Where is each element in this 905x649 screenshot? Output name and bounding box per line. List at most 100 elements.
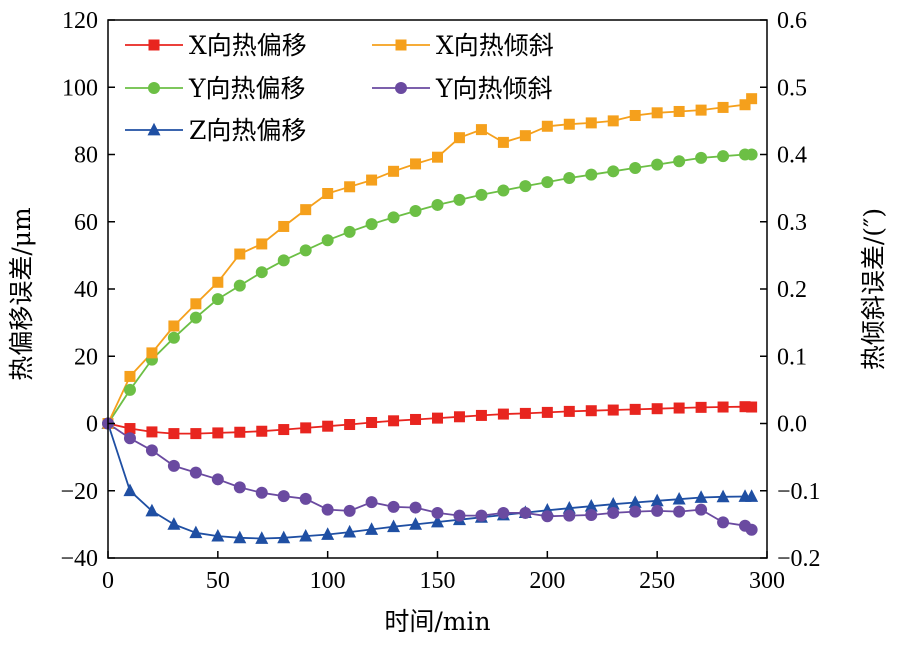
data-point xyxy=(650,493,664,507)
data-point xyxy=(343,225,356,238)
plot-markers xyxy=(101,93,759,544)
data-point xyxy=(409,501,422,514)
data-point xyxy=(256,238,268,250)
data-point xyxy=(168,428,180,440)
legend-marker xyxy=(395,82,407,94)
data-point xyxy=(212,427,224,439)
data-point xyxy=(211,473,224,486)
data-point xyxy=(410,413,422,425)
data-point xyxy=(541,406,553,418)
data-point xyxy=(299,244,312,257)
left-y-axis-title: 热偏移误差/μm xyxy=(7,207,36,381)
right-y-tick-label: 0.4 xyxy=(777,143,807,169)
series-line-1 xyxy=(107,153,752,424)
data-point xyxy=(717,150,730,163)
data-point xyxy=(366,174,378,186)
right-y-tick-label: 0.6 xyxy=(777,8,807,34)
data-point xyxy=(255,266,268,279)
data-point xyxy=(673,402,685,414)
data-point xyxy=(277,490,290,503)
x-tick-label: 150 xyxy=(420,568,456,594)
data-point xyxy=(519,180,532,193)
data-point xyxy=(716,489,730,503)
legend-item: Z向热偏移 xyxy=(125,116,306,145)
data-point xyxy=(695,104,707,116)
data-point xyxy=(745,489,759,502)
data-point xyxy=(387,500,400,513)
x-axis-title: 时间/min xyxy=(384,607,490,636)
data-point xyxy=(124,370,136,382)
data-point xyxy=(189,466,202,479)
data-point xyxy=(497,136,509,148)
series-line-3 xyxy=(107,98,753,424)
data-point xyxy=(606,497,620,510)
data-point xyxy=(585,405,597,417)
data-point xyxy=(212,276,224,288)
data-point xyxy=(409,204,422,217)
data-point xyxy=(321,503,334,516)
x-tick-label: 200 xyxy=(529,568,565,594)
data-point xyxy=(607,404,619,416)
data-point xyxy=(497,184,510,197)
data-point xyxy=(607,165,620,178)
data-point xyxy=(453,411,465,423)
data-point xyxy=(585,508,598,521)
data-point xyxy=(672,491,686,505)
data-point xyxy=(651,403,663,415)
data-point xyxy=(278,424,290,436)
data-point xyxy=(410,158,422,170)
data-point xyxy=(651,107,663,119)
data-point xyxy=(167,517,181,530)
right-y-tick-label: −0.2 xyxy=(777,546,821,572)
data-point xyxy=(563,405,575,417)
data-point xyxy=(745,148,758,161)
data-point xyxy=(541,120,553,132)
data-point xyxy=(746,401,758,413)
right-y-tick-label: 0.3 xyxy=(777,210,807,236)
x-tick-label: 0 xyxy=(102,568,114,594)
data-point xyxy=(146,426,158,438)
data-point xyxy=(431,506,444,519)
data-point xyxy=(299,528,313,542)
x-tick-label: 100 xyxy=(310,568,346,594)
right-y-tick-label: 0.5 xyxy=(777,75,807,101)
data-point xyxy=(234,426,246,438)
data-point xyxy=(146,347,158,359)
data-point xyxy=(123,432,136,445)
data-point xyxy=(453,509,466,522)
data-point xyxy=(211,293,224,306)
data-point xyxy=(607,115,619,127)
data-point xyxy=(366,416,378,428)
data-point xyxy=(629,505,642,518)
data-point xyxy=(585,117,597,129)
data-point xyxy=(145,444,158,457)
data-point xyxy=(475,409,487,421)
axis-ticks xyxy=(107,19,768,559)
legend-marker xyxy=(148,82,160,94)
data-point xyxy=(409,517,423,530)
data-point xyxy=(629,109,641,121)
data-point xyxy=(717,101,729,113)
data-point xyxy=(673,505,686,518)
data-point xyxy=(211,528,225,542)
legend-marker xyxy=(147,122,161,136)
left-y-tick-label: 40 xyxy=(74,277,98,303)
data-point xyxy=(321,527,335,540)
data-point xyxy=(145,503,159,517)
x-tick-label: 300 xyxy=(749,568,785,594)
data-point xyxy=(628,495,642,508)
right-y-tick-label: 0.0 xyxy=(777,412,807,438)
data-point xyxy=(739,401,751,413)
data-point xyxy=(277,530,291,544)
legend-item: X向热倾斜 xyxy=(372,31,554,60)
x-tick-label: 50 xyxy=(206,568,230,594)
series-line-2 xyxy=(107,423,752,540)
data-point xyxy=(299,492,312,505)
data-point xyxy=(541,176,554,189)
legend: X向热偏移 Y向热偏移 Z向热偏移 X向热倾斜 Y向热倾斜 xyxy=(125,31,554,145)
data-point xyxy=(365,496,378,509)
data-point xyxy=(278,220,290,232)
x-tick-label: 250 xyxy=(639,568,675,594)
left-y-tick-label: 80 xyxy=(74,143,98,169)
